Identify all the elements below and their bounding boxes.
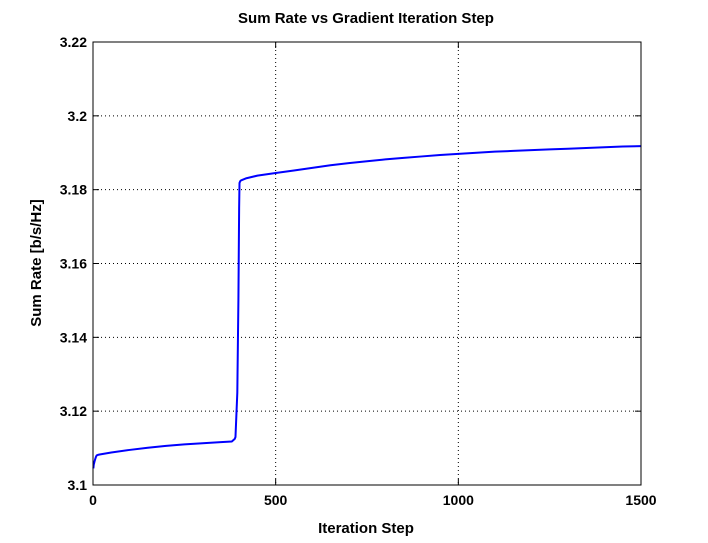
sum-rate-line	[92, 145, 642, 469]
y-tick-label: 3.12	[60, 403, 87, 419]
x-tick-label: 0	[89, 492, 97, 508]
chart-title: Sum Rate vs Gradient Iteration Step	[238, 10, 494, 27]
x-tick-label: 1500	[625, 492, 656, 508]
y-tick-label: 3.2	[68, 108, 88, 124]
y-tick-label: 3.1	[68, 477, 88, 493]
y-axis-label: Sum Rate [b/s/Hz]	[28, 199, 45, 327]
y-tick-label: 3.16	[60, 256, 87, 272]
x-axis-label: Iteration Step	[318, 520, 414, 537]
x-tick-label: 1000	[443, 492, 474, 508]
x-tick-label: 500	[264, 492, 288, 508]
series-layer	[92, 145, 642, 469]
y-tick-label: 3.22	[60, 34, 87, 50]
grid-lines	[93, 42, 641, 485]
y-tick-label: 3.14	[60, 329, 87, 345]
y-tick-label: 3.18	[60, 182, 87, 198]
axis-ticks	[92, 41, 642, 486]
